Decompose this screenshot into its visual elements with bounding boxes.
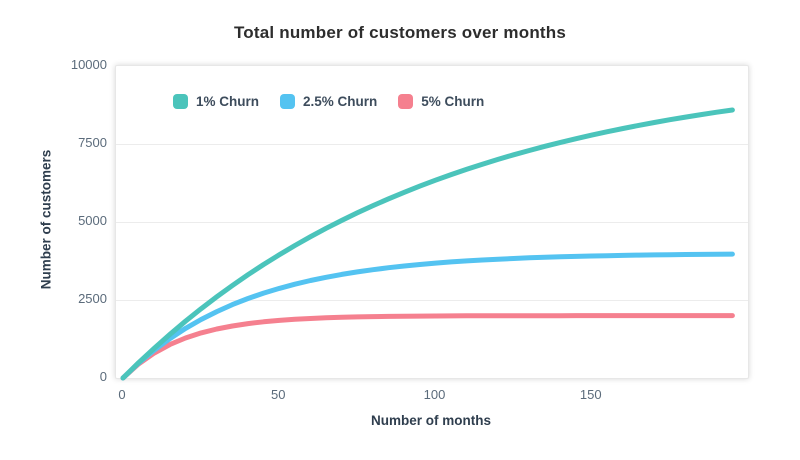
legend-item-2-5-percent-churn[interactable]: 2.5% Churn: [280, 94, 377, 109]
series-line-5-churn: [120, 313, 735, 381]
legend-item-1-percent-churn[interactable]: 1% Churn: [173, 94, 259, 109]
legend-label: 5% Churn: [421, 94, 485, 109]
legend-swatch-blue: [280, 94, 296, 109]
x-tick-label: 100: [423, 387, 446, 402]
plot-area: 1% Churn 2.5% Churn 5% Churn: [115, 65, 749, 381]
x-tick-label: 150: [579, 387, 602, 402]
y-tick-label: 2500: [78, 291, 107, 306]
legend-swatch-teal: [173, 94, 188, 109]
x-tick-label: 50: [271, 387, 286, 402]
legend-label: 2.5% Churn: [303, 94, 378, 109]
y-tick-label: 10000: [70, 57, 107, 72]
gridline: [116, 300, 748, 301]
y-tick-label: 0: [99, 369, 107, 384]
y-tick-label: 7500: [78, 135, 107, 150]
chart-title: Total number of customers over months: [233, 23, 567, 42]
legend-label: 1% Churn: [196, 94, 260, 109]
series-line-2-5-churn: [120, 251, 735, 381]
x-tick-label: 0: [118, 387, 126, 402]
y-tick-label: 5000: [78, 213, 107, 228]
x-axis-title: Number of months: [371, 413, 491, 428]
gridline: [116, 144, 748, 145]
series-line-1-churn: [120, 107, 735, 381]
legend-item-5-percent-churn[interactable]: 5% Churn: [398, 94, 484, 109]
gridline: [116, 222, 748, 223]
legend-swatch-pink: [398, 94, 414, 109]
line-series-svg: [120, 107, 735, 381]
legend: 1% Churn 2.5% Churn 5% Churn: [173, 94, 484, 109]
